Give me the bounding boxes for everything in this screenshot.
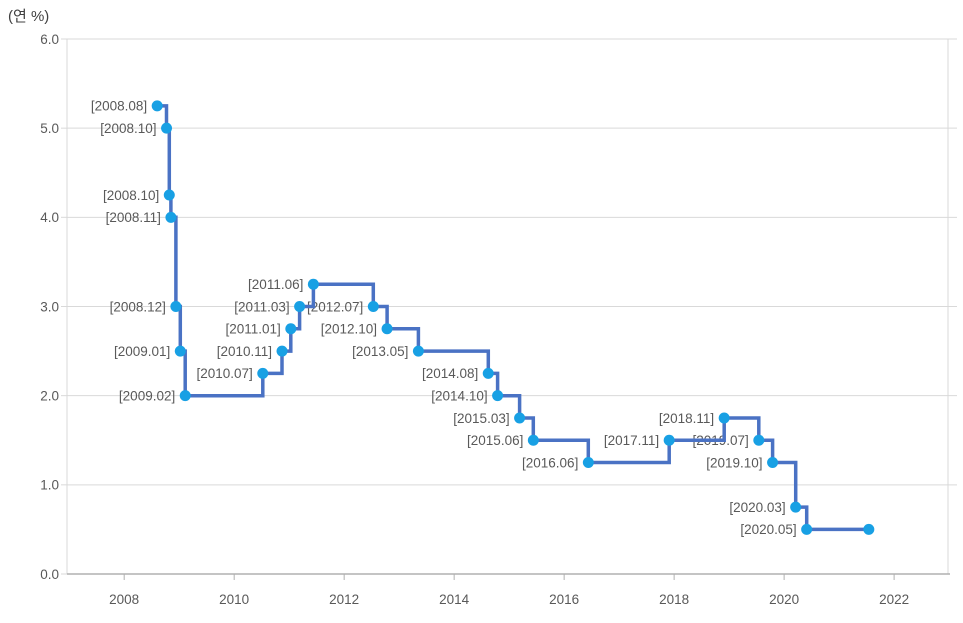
data-point-label: [2008.12] <box>110 299 166 314</box>
y-tick-label: 1.0 <box>40 478 59 493</box>
gridlines <box>67 38 957 486</box>
data-point-label: [2009.01] <box>114 344 170 359</box>
data-point-labels: [2008.08] [2008.10] [2008.10] [2008.11] [200… <box>91 99 797 538</box>
data-point-markers <box>151 100 875 535</box>
data-point-label: [2008.10] <box>103 188 159 203</box>
x-tick-label: 2012 <box>329 592 359 607</box>
data-point-label: [2008.10] <box>100 121 156 136</box>
data-point-label: [2018.11] <box>659 411 714 426</box>
x-tick-label: 2010 <box>219 592 249 607</box>
x-axis-tick-labels: 2008 2010 2012 2014 2016 2018 2020 2022 <box>109 592 909 607</box>
data-point-label: [2011.03] <box>234 299 289 314</box>
y-axis-tick-labels: 0.0 1.0 2.0 3.0 4.0 5.0 6.0 <box>40 32 59 582</box>
data-point-marker <box>790 501 802 513</box>
x-tick-label: 2018 <box>659 592 689 607</box>
x-tick-label: 2014 <box>439 592 470 607</box>
data-point-label: [2012.07] <box>307 299 363 314</box>
data-point-marker <box>174 345 186 357</box>
x-tick-label: 2022 <box>879 592 909 607</box>
data-point-marker <box>367 301 379 312</box>
data-point-marker <box>163 189 175 201</box>
data-point-marker <box>718 412 730 424</box>
y-tick-label: 6.0 <box>40 32 59 47</box>
data-point-label: [2020.03] <box>729 500 785 515</box>
data-point-marker <box>863 523 875 535</box>
data-point-marker <box>582 457 594 469</box>
data-point-marker <box>276 345 288 357</box>
data-point-marker <box>663 434 675 446</box>
x-tick-label: 2016 <box>549 592 579 607</box>
data-point-marker <box>161 122 173 134</box>
data-point-marker <box>257 367 269 379</box>
data-point-marker <box>767 457 779 469</box>
y-tick-label: 4.0 <box>40 210 59 225</box>
y-tick-label: 0.0 <box>40 567 59 582</box>
data-point-marker <box>307 278 319 290</box>
data-point-label: [2008.08] <box>91 99 147 114</box>
y-tick-label: 5.0 <box>40 121 59 136</box>
data-point-marker <box>514 412 526 424</box>
y-axis-unit-label: (연 %) <box>8 8 49 25</box>
data-point-label: [2014.08] <box>422 366 478 381</box>
data-point-label: [2014.10] <box>431 388 487 403</box>
data-point-label: [2015.03] <box>453 411 509 426</box>
data-point-marker <box>753 434 765 446</box>
data-point-label: [2012.10] <box>321 322 377 337</box>
y-tick-label: 3.0 <box>40 299 59 314</box>
data-point-label: [2008.11] <box>106 210 161 225</box>
data-point-marker <box>801 523 813 535</box>
data-point-label: [2013.05] <box>352 344 408 359</box>
data-point-marker <box>412 345 424 357</box>
y-tick-label: 2.0 <box>40 388 59 403</box>
data-point-label: [2010.11] <box>217 344 272 359</box>
data-point-marker <box>492 390 504 402</box>
x-tick-label: 2020 <box>769 592 799 607</box>
data-point-marker <box>179 390 191 402</box>
data-point-marker <box>151 100 163 112</box>
data-point-marker <box>165 211 177 223</box>
data-point-marker <box>294 301 306 312</box>
data-point-label: [2011.01] <box>226 322 281 337</box>
data-point-label: [2020.05] <box>740 522 796 537</box>
data-point-marker <box>527 434 539 446</box>
data-point-label: [2015.06] <box>467 433 523 448</box>
data-point-marker <box>285 323 297 335</box>
data-point-label: [2009.02] <box>119 388 175 403</box>
x-tick-label: 2008 <box>109 592 139 607</box>
data-point-label: [2011.06] <box>248 277 303 292</box>
data-point-marker <box>170 301 182 312</box>
data-point-label: [2010.07] <box>196 366 252 381</box>
data-point-label: [2017.11] <box>604 433 659 448</box>
data-point-label: [2019.10] <box>706 455 762 470</box>
data-point-marker <box>482 367 494 379</box>
data-point-label: [2016.06] <box>522 455 578 470</box>
axes <box>61 38 950 580</box>
data-point-marker <box>381 323 393 335</box>
